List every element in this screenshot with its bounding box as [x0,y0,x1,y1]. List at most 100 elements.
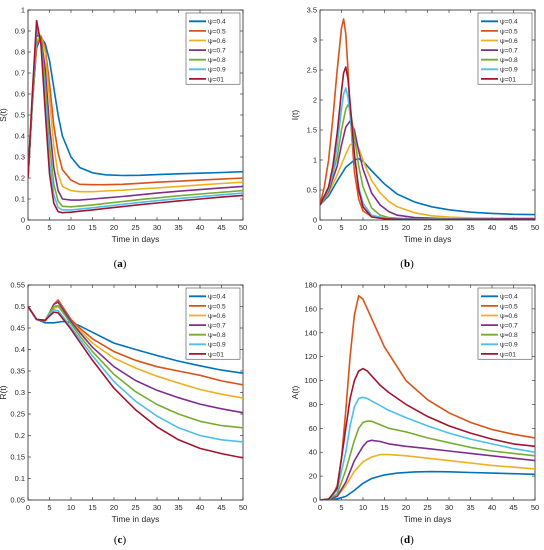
y-tick-label: 0.4 [15,132,25,141]
panel-caption: (d) [400,534,414,546]
series-line-6 [320,87,535,220]
legend-box [477,287,533,360]
y-tick-label: 0.2 [15,174,25,183]
legend-box [185,287,241,360]
y-axis-label: A(t) [292,385,300,399]
y-tick-label: 160 [304,304,317,313]
chart-1: 0 5 10 15 20 25 30 35 40 45 50 0 0.1 0.2 0.3 0.4 0.5 0.6 0… [0,6,247,244]
y-tick-label: 1 [21,6,25,15]
legend-box [477,12,533,85]
legend-label: ψ=0.4 [500,19,518,26]
x-tick-label: 10 [67,503,75,512]
x-tick-label: 45 [217,503,225,512]
y-tick-label: 100 [304,376,317,385]
legend-label: ψ=0.6 [208,313,226,320]
chart-4: 0 5 10 15 20 25 30 35 40 45 50 0 20 40 60 80 100 120 140 16… [292,281,539,524]
x-tick-label: 40 [196,503,204,512]
y-tick-label: 0.25 [10,410,25,419]
y-tick-label: 40 [309,448,317,457]
legend-label: ψ=0.6 [500,38,518,45]
y-tick-label: 0.7 [15,69,25,78]
y-tick-label: 0.1 [15,195,25,204]
y-axis-label: S(t) [0,108,8,122]
x-tick-label: 25 [131,503,139,512]
x-tick-label: 45 [509,503,517,512]
x-axis-label: Time in days [112,234,160,244]
x-tick-label: 40 [196,223,204,232]
legend-label: ψ=01 [208,76,224,83]
x-tick-label: 50 [531,503,539,512]
x-tick-label: 30 [153,223,161,232]
y-tick-label: 0.1 [15,474,25,483]
legend-label: ψ=0.4 [208,19,226,26]
series-line-1 [320,158,535,216]
legend-label: ψ=01 [500,76,516,83]
legend-label: ψ=0.8 [208,57,226,64]
legend-label: ψ=0.5 [208,303,226,310]
x-tick-label: 35 [174,223,182,232]
y-tick-label: 0.4 [15,345,25,354]
chart-2: 0 5 10 15 20 25 30 35 40 45 50 0 0.5 1 1.5 2 2.5 3 3.5 Time… [292,6,539,244]
y-tick-label: 1 [313,156,317,165]
legend-box [185,12,241,85]
y-tick-label: 0.6 [15,90,25,99]
legend-label: ψ=0.7 [208,323,226,330]
x-tick-label: 45 [217,223,225,232]
y-tick-label: 20 [309,472,317,481]
x-tick-label: 15 [88,503,96,512]
y-tick-label: 0.5 [15,302,25,311]
x-tick-label: 0 [26,503,30,512]
y-tick-label: 0.5 [15,111,25,120]
y-tick-label: 60 [309,424,317,433]
legend-label: ψ=0.5 [500,28,518,35]
x-tick-label: 40 [488,223,496,232]
x-tick-label: 25 [131,223,139,232]
x-tick-label: 25 [423,503,431,512]
y-tick-label: 0 [21,216,25,225]
legend-label: ψ=0.9 [500,342,518,349]
y-tick-label: 3 [313,36,317,45]
y-tick-label: 0.2 [15,431,25,440]
y-axis-label: R(t) [0,385,8,399]
legend-label: ψ=0.7 [500,48,518,55]
legend-label: ψ=0.6 [208,38,226,45]
x-tick-label: 10 [359,503,367,512]
x-tick-label: 20 [110,503,118,512]
y-tick-label: 2.5 [307,66,317,75]
x-tick-label: 0 [26,223,30,232]
series-line-7 [28,306,243,459]
series-line-3 [320,453,535,500]
x-tick-label: 5 [339,223,343,232]
y-tick-label: 180 [304,281,317,290]
x-tick-label: 45 [509,223,517,232]
legend-label: ψ=0.9 [208,67,226,74]
legend-label: ψ=0.4 [500,294,518,301]
legend-label: ψ=0.8 [208,332,226,339]
y-tick-label: 0 [313,216,317,225]
x-tick-label: 20 [402,503,410,512]
y-tick-label: 120 [304,352,317,361]
series-line-6 [320,396,535,500]
series-line-3 [320,141,535,219]
y-tick-label: 80 [309,400,317,409]
x-tick-label: 30 [445,223,453,232]
series-line-4 [320,439,535,500]
x-tick-label: 5 [47,503,51,512]
x-tick-label: 30 [445,503,453,512]
y-tick-label: 0.15 [10,453,25,462]
x-tick-label: 40 [488,503,496,512]
x-tick-label: 50 [239,223,247,232]
chart-3: 0 5 10 15 20 25 30 35 40 45 50 0.05 0.1 0.15 0.2 0.25 0.… [0,281,247,524]
x-tick-label: 5 [339,503,343,512]
legend-label: ψ=0.6 [500,313,518,320]
y-tick-label: 0.9 [15,27,25,36]
legend-label: ψ=0.5 [500,303,518,310]
x-axis-label: Time in days [404,514,452,524]
panel-caption: (c) [113,534,127,546]
x-tick-label: 0 [318,503,322,512]
x-tick-label: 0 [318,223,322,232]
y-axis-label: I(t) [292,110,300,121]
y-tick-label: 140 [304,328,317,337]
x-tick-label: 5 [47,223,51,232]
y-tick-label: 0.3 [15,153,25,162]
